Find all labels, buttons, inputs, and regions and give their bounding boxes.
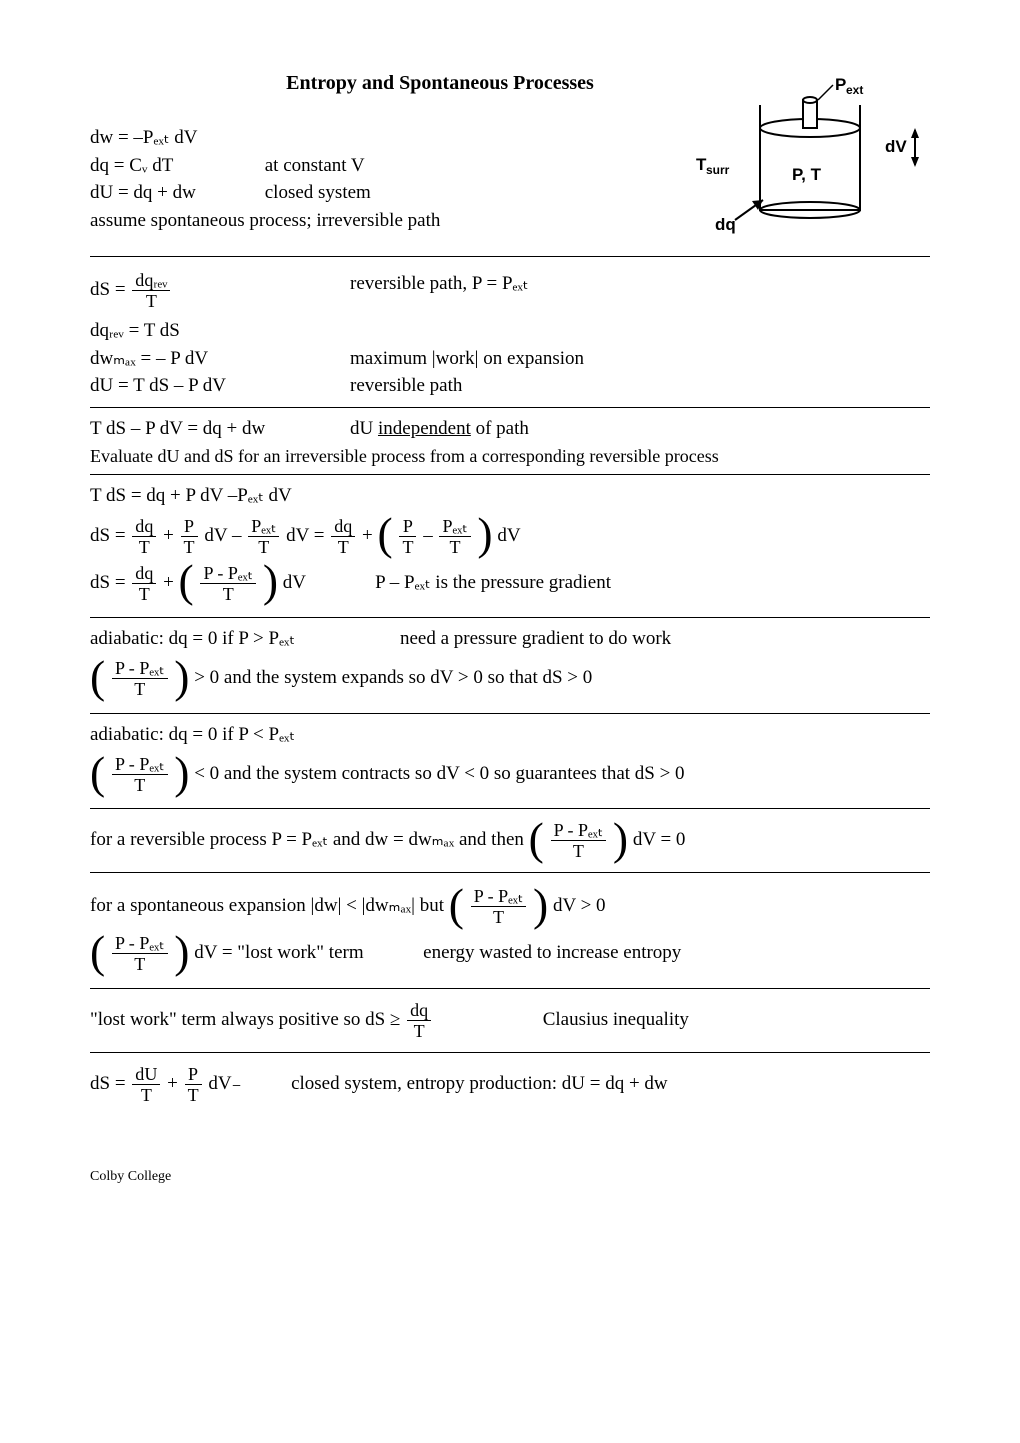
intro-line3: dU = dq + dw closed system (90, 180, 640, 206)
section-1: dS = dqᵣₑᵥT reversible path, P = Pₑₓₜ dq… (90, 259, 930, 405)
svg-text:dq: dq (715, 215, 736, 234)
svg-text:surr: surr (706, 163, 730, 177)
section-7: for a spontaneous expansion |dw| < |dwₘₐ… (90, 875, 930, 985)
intro-line4: assume spontaneous process; irreversible… (90, 208, 640, 234)
piston-diagram: P ext P, T T surr dq dV (640, 70, 930, 250)
svg-text:P, T: P, T (792, 165, 822, 184)
section-3: T dS = dq + P dV –Pₑₓₜ dV dS = dqT + PT … (90, 477, 930, 615)
page-title: Entropy and Spontaneous Processes (90, 70, 640, 97)
svg-text:ext: ext (846, 83, 863, 97)
section-5: adiabatic: dq = 0 if P < Pₑₓₜ ( P - Pₑₓₜ… (90, 716, 930, 807)
section-2: T dS – P dV = dq + dw dU independent of … (90, 410, 930, 472)
section-8: "lost work" term always positive so dS ≥… (90, 997, 930, 1044)
section-6: for a reversible process P = Pₑₓₜ and dw… (90, 817, 930, 864)
section-9: dS = dUT + PT dV₋ closed system, entropy… (90, 1061, 930, 1108)
footer: Colby College (90, 1168, 930, 1187)
intro-line2: dq = Cᵥ dT at constant V (90, 153, 640, 179)
svg-text:dV: dV (885, 137, 907, 156)
intro-line1: dw = –Pₑₓₜ dV (90, 125, 640, 151)
section-4: adiabatic: dq = 0 if P > Pₑₓₜ need a pre… (90, 620, 930, 711)
svg-text:P: P (835, 75, 846, 94)
